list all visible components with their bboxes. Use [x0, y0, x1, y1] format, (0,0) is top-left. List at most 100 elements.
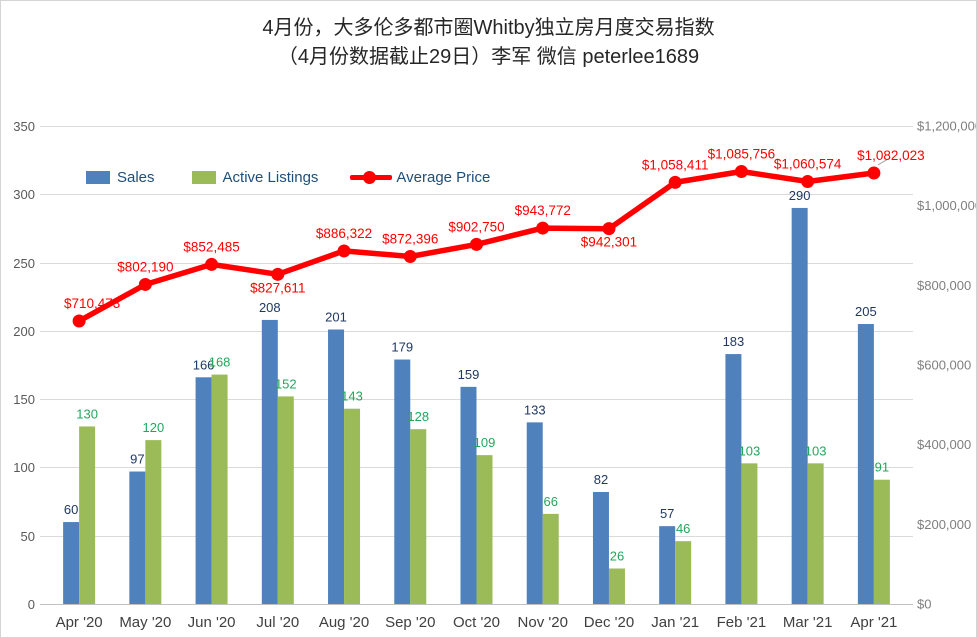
sales-bar [394, 359, 411, 604]
listings-bar [79, 426, 96, 604]
price-value-label: $943,772 [515, 203, 571, 218]
x-axis-tick-label: Dec '20 [584, 614, 634, 631]
price-point-marker [271, 267, 285, 281]
sales-bar [460, 386, 477, 604]
price-value-label: $802,190 [117, 259, 173, 274]
y2-axis-tick-label: $400,000 [917, 437, 971, 452]
price-value-label: $872,396 [382, 231, 438, 246]
listings-value-label: 168 [209, 355, 231, 370]
listings-bar [675, 541, 692, 604]
sales-value-label: 290 [789, 188, 811, 203]
y-axis-tick-label: 50 [21, 529, 35, 544]
y2-axis-tick-label: $1,200,000 [917, 119, 977, 134]
listings-bar [211, 374, 228, 604]
active-listings-legend-label: Active Listings [222, 168, 319, 186]
price-point-marker [72, 314, 86, 328]
price-label-leader-line [877, 157, 891, 166]
sales-bar [328, 329, 345, 604]
y-axis-tick-label: 150 [13, 392, 35, 407]
price-value-label: $1,085,756 [708, 147, 776, 162]
sales-value-label: 208 [259, 300, 281, 315]
sales-bar [659, 526, 676, 604]
x-axis-tick-label: May '20 [119, 614, 171, 631]
listings-value-label: 128 [407, 409, 429, 424]
listings-value-label: 103 [805, 443, 827, 458]
chart-title-line1: 4月份，大多伦多都市圈Whitby独立房月度交易指数 [262, 17, 715, 39]
sales-bar [129, 471, 146, 604]
sales-value-label: 60 [64, 502, 78, 517]
listings-bar [608, 568, 625, 604]
chart-title-line2: （4月份数据截止29日）李军 微信 peterlee1689 [277, 46, 700, 68]
y2-axis-tick-label: $800,000 [917, 278, 971, 293]
price-point-marker [337, 244, 351, 258]
y-axis-tick-label: 200 [13, 324, 35, 339]
sales-value-label: 201 [325, 309, 347, 324]
sales-bar [526, 422, 543, 604]
chart-title: 4月份，大多伦多都市圈Whitby独立房月度交易指数 （4月份数据截止29日）李… [1, 14, 976, 72]
listings-bar [542, 513, 559, 604]
chart-legend: Sales Active Listings Average Price [86, 168, 490, 186]
listings-value-label: 66 [543, 494, 557, 509]
listings-bar [410, 429, 427, 604]
listings-value-label: 91 [875, 460, 889, 475]
x-axis-tick-label: Feb '21 [717, 614, 767, 631]
y-axis-tick-label: 250 [13, 256, 35, 271]
listings-bar [145, 440, 162, 604]
sales-legend-label: Sales [117, 168, 155, 186]
price-point-marker [536, 221, 550, 235]
price-value-label: $886,322 [316, 226, 372, 241]
sales-legend-swatch [86, 170, 110, 184]
sales-bar [857, 324, 874, 604]
price-value-label: $902,750 [448, 219, 504, 234]
listings-bar [344, 408, 361, 604]
x-axis-tick-label: Nov '20 [518, 614, 568, 631]
active-listings-legend-swatch [191, 170, 216, 184]
price-point-marker [138, 277, 152, 291]
price-value-label: $1,058,411 [642, 157, 709, 172]
y-axis-tick-label: 350 [13, 119, 35, 134]
y2-axis-tick-label: $0 [917, 597, 931, 612]
listings-bar [741, 463, 758, 604]
price-point-marker [602, 222, 616, 236]
price-value-label: $942,301 [581, 235, 637, 250]
listings-bar [873, 479, 890, 604]
listings-value-label: 130 [76, 406, 98, 421]
sales-bar [261, 319, 278, 604]
sales-value-label: 159 [458, 367, 480, 382]
listings-value-label: 120 [142, 420, 164, 435]
x-axis-tick-label: Apr '20 [56, 614, 103, 631]
listings-value-label: 143 [341, 389, 363, 404]
price-point-marker [470, 237, 483, 251]
listings-value-label: 46 [676, 521, 690, 536]
price-value-label: $827,611 [250, 280, 305, 295]
sales-value-label: 183 [723, 334, 745, 349]
sales-bar [592, 492, 609, 604]
sales-bar [725, 354, 742, 604]
sales-value-label: 133 [524, 402, 546, 417]
y-axis-tick-label: 100 [13, 460, 35, 475]
x-axis-tick-label: Jul '20 [256, 614, 299, 631]
price-point-marker [403, 249, 417, 263]
price-value-label: $1,060,574 [774, 157, 842, 172]
sales-value-label: 179 [391, 340, 413, 355]
sales-bar [195, 377, 212, 604]
sales-value-label: 97 [130, 452, 144, 467]
price-point-marker [734, 165, 748, 179]
price-point-marker [205, 257, 219, 271]
y-axis-tick-label: 0 [28, 597, 35, 612]
listings-value-label: 26 [610, 548, 624, 563]
price-value-label: $1,082,023 [857, 148, 925, 163]
sales-value-label: 82 [594, 472, 608, 487]
listings-bar [476, 455, 493, 604]
average-price-legend-marker [350, 170, 393, 184]
y2-axis-tick-label: $600,000 [917, 358, 971, 373]
y-axis-tick-label: 300 [13, 187, 35, 202]
listings-value-label: 109 [474, 435, 496, 450]
listings-bar [807, 463, 824, 604]
sales-bar [791, 207, 808, 604]
x-axis-tick-label: Aug '20 [319, 614, 369, 631]
price-point-marker [867, 166, 881, 180]
listings-value-label: 103 [739, 443, 761, 458]
sales-value-label: 205 [855, 304, 877, 319]
